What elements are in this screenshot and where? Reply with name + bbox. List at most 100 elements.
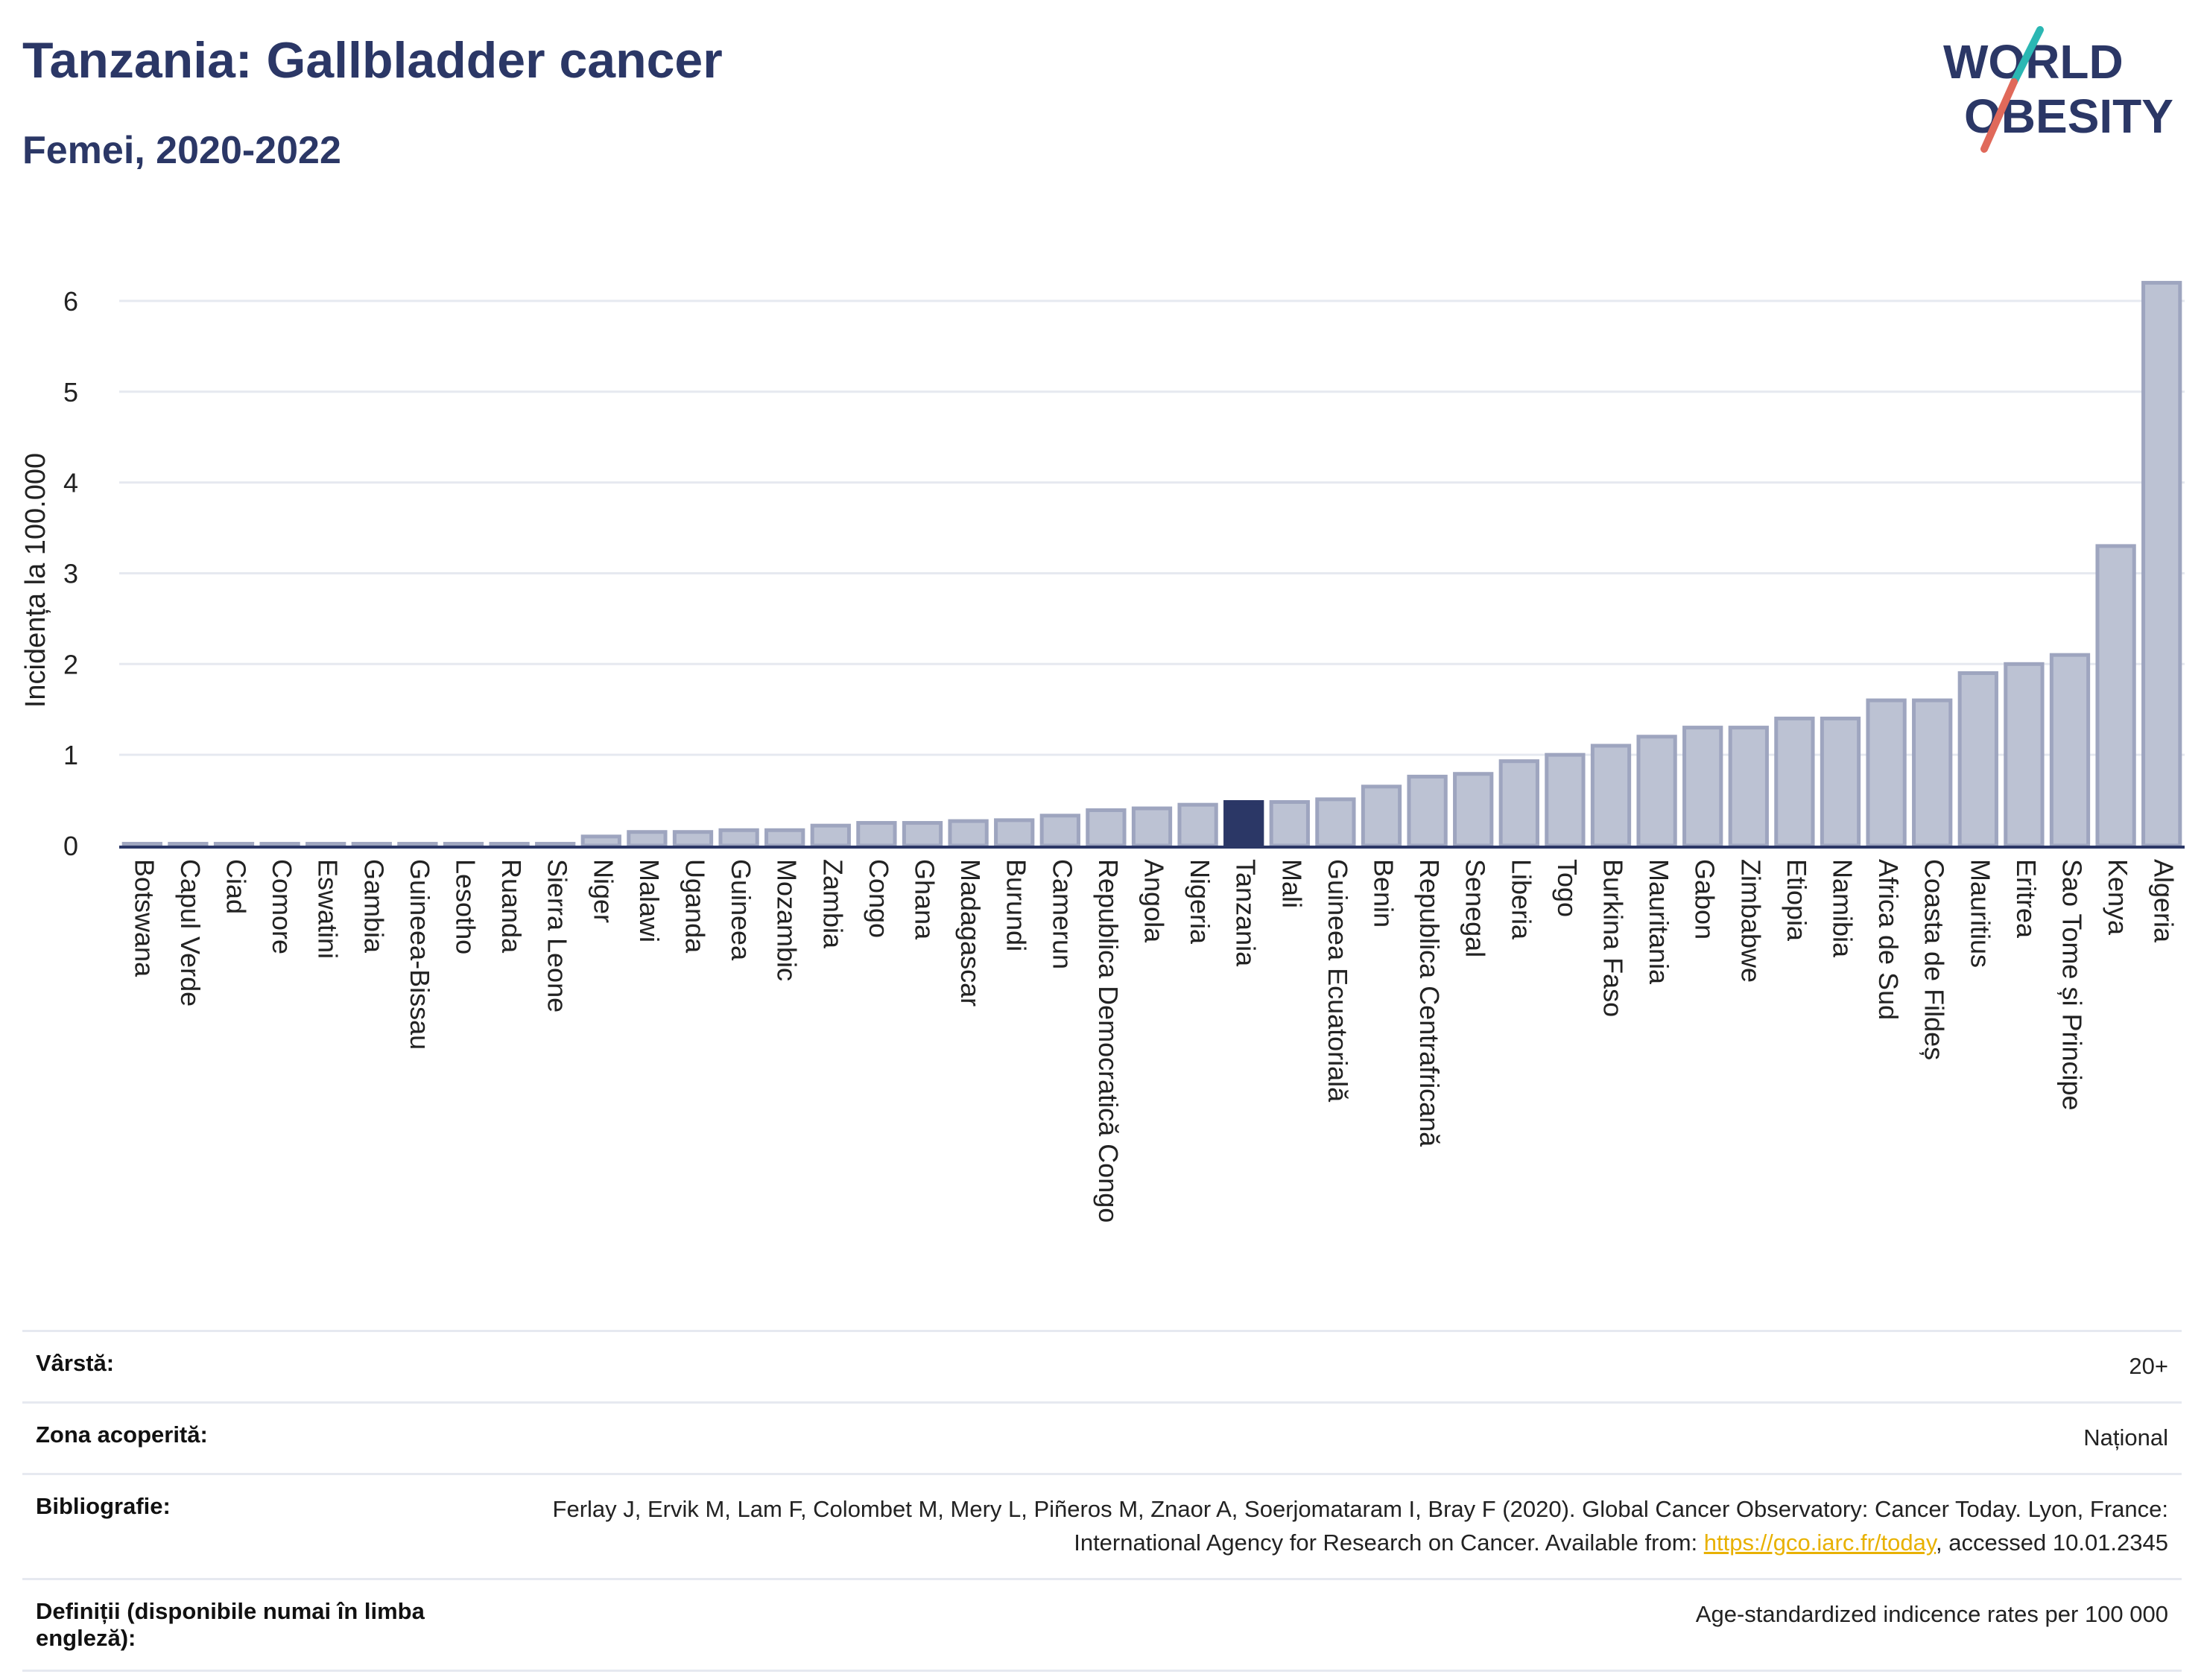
x-tick-label: Capul Verde: [175, 859, 206, 1007]
x-tick-label: Guineea: [726, 859, 756, 961]
bar: [1498, 759, 1539, 848]
bar: [1039, 814, 1080, 848]
bar: [627, 830, 668, 848]
bar: [2141, 281, 2182, 848]
bar: [810, 823, 851, 848]
y-axis-ticks: 0 1 2 3 4 5 6: [63, 286, 78, 861]
y-tick-label: 3: [63, 558, 78, 589]
meta-row-definitions: Definiții (disponibile numai în limba en…: [22, 1577, 2182, 1672]
x-tick-label: Coasta de Fildeș: [1919, 859, 1950, 1060]
meta-row-age: Vârstă: 20+: [22, 1330, 2182, 1403]
meta-label: Bibliografie:: [22, 1472, 526, 1579]
page-title: Tanzania: Gallbladder cancer: [22, 32, 723, 89]
bar: [1269, 800, 1310, 848]
bar: [1315, 797, 1356, 848]
x-tick-label: Angola: [1139, 859, 1169, 943]
x-tick-label: Republica Democratică Congo: [1093, 859, 1124, 1223]
x-tick-label: Mauritius: [1965, 859, 1995, 968]
gridlines: [119, 299, 2185, 756]
bar: [1866, 698, 1907, 848]
bar: [305, 842, 346, 848]
bar: [2095, 544, 2136, 848]
x-tick-label: Guineea-Bissau: [405, 859, 435, 1050]
x-tick-label: Liberia: [1506, 859, 1536, 940]
y-tick-label: 0: [63, 831, 78, 861]
bar: [489, 842, 530, 848]
x-tick-label: Malawi: [634, 859, 665, 942]
bar: [1590, 744, 1632, 848]
x-tick-label: Congo: [864, 859, 894, 938]
y-tick-label: 4: [63, 468, 78, 498]
x-tick-label: Senegal: [1460, 859, 1491, 957]
x-tick-label: Burkina Faso: [1597, 859, 1628, 1017]
bar: [351, 842, 392, 848]
bar: [259, 842, 300, 848]
meta-value: Ferlay J, Ervik M, Lam F, Colombet M, Me…: [526, 1472, 2182, 1579]
bars: [121, 281, 2182, 848]
x-tick-label: Zimbabwe: [1735, 859, 1766, 983]
x-axis-labels: Botswana Capul Verde Ciad Comore Eswatini Gam…: [129, 859, 2179, 1223]
bar: [397, 842, 438, 848]
bar: [535, 842, 576, 848]
bar: [1086, 808, 1127, 848]
bar: [1912, 698, 1953, 848]
x-tick-label: Mauritania: [1644, 859, 1674, 985]
x-tick-label: Gambia: [358, 859, 389, 954]
meta-label: Vârstă:: [22, 1330, 526, 1403]
bibliography-link[interactable]: https://gco.iarc.fr/today: [1703, 1529, 1937, 1556]
bar: [580, 834, 621, 848]
logo-slash-coral: [1980, 78, 2018, 153]
bar: [121, 842, 162, 848]
bar: [213, 842, 255, 848]
bar: [948, 819, 989, 848]
x-tick-label: Tanzania: [1231, 859, 1261, 967]
x-tick-label: Comore: [267, 859, 297, 954]
y-tick-label: 5: [63, 377, 78, 408]
page-subtitle: Femei, 2020-2022: [22, 129, 341, 172]
x-tick-label: Namibia: [1827, 859, 1858, 958]
x-tick-label: Camerun: [1047, 859, 1077, 969]
x-tick-label: Eswatini: [313, 859, 343, 959]
bar: [1453, 772, 1494, 848]
bar: [2004, 662, 2045, 848]
bar: [1407, 774, 1448, 848]
meta-value: 20+: [526, 1330, 2182, 1403]
bar: [1682, 726, 1723, 848]
y-axis-label: Incidența la 100.000: [20, 453, 51, 708]
x-tick-label: Mali: [1276, 859, 1307, 908]
meta-row-bibliography: Bibliografie: Ferlay J, Ervik M, Lam F, …: [22, 1472, 2182, 1579]
x-tick-label: Madagascar: [955, 859, 986, 1007]
bar: [443, 842, 484, 848]
x-tick-label: Niger: [588, 859, 618, 923]
bar: [764, 828, 805, 848]
bar: [902, 821, 943, 848]
x-tick-label: Algeria: [2149, 859, 2179, 943]
x-tick-label: Mozambic: [772, 859, 802, 981]
logo-slash-teal: [2010, 26, 2044, 86]
bar: [1361, 784, 1402, 848]
x-tick-label: Burundi: [1001, 859, 1032, 951]
bar: [168, 842, 209, 848]
x-tick-label: Lesotho: [450, 859, 481, 954]
x-tick-label: Guineea Ecuatorială: [1323, 859, 1353, 1103]
meta-value: Național: [526, 1401, 2182, 1474]
y-tick-label: 2: [63, 649, 78, 679]
x-tick-label: Ciad: [221, 859, 251, 914]
bar: [1636, 735, 1677, 848]
x-tick-label: Benin: [1368, 859, 1399, 928]
x-tick-label: Nigeria: [1185, 859, 1215, 945]
x-tick-label: Ghana: [909, 859, 940, 940]
bar: [1728, 726, 1769, 848]
bar: [1774, 716, 1815, 848]
x-tick-label: Zambia: [817, 859, 848, 949]
y-tick-label: 6: [63, 286, 78, 317]
y-tick-label: 1: [63, 740, 78, 770]
bar-chart: 0 1 2 3 4 5 6 Botswana Capul Verde Ciad Comore Esw…: [20, 281, 2185, 1223]
bar: [994, 818, 1035, 848]
x-tick-label: Botswana: [129, 859, 159, 977]
bar: [1957, 671, 1998, 848]
bar: [1131, 806, 1173, 848]
x-tick-label: Republica Centrafricană: [1414, 859, 1445, 1147]
bar: [1223, 800, 1264, 848]
bar: [2049, 653, 2091, 848]
